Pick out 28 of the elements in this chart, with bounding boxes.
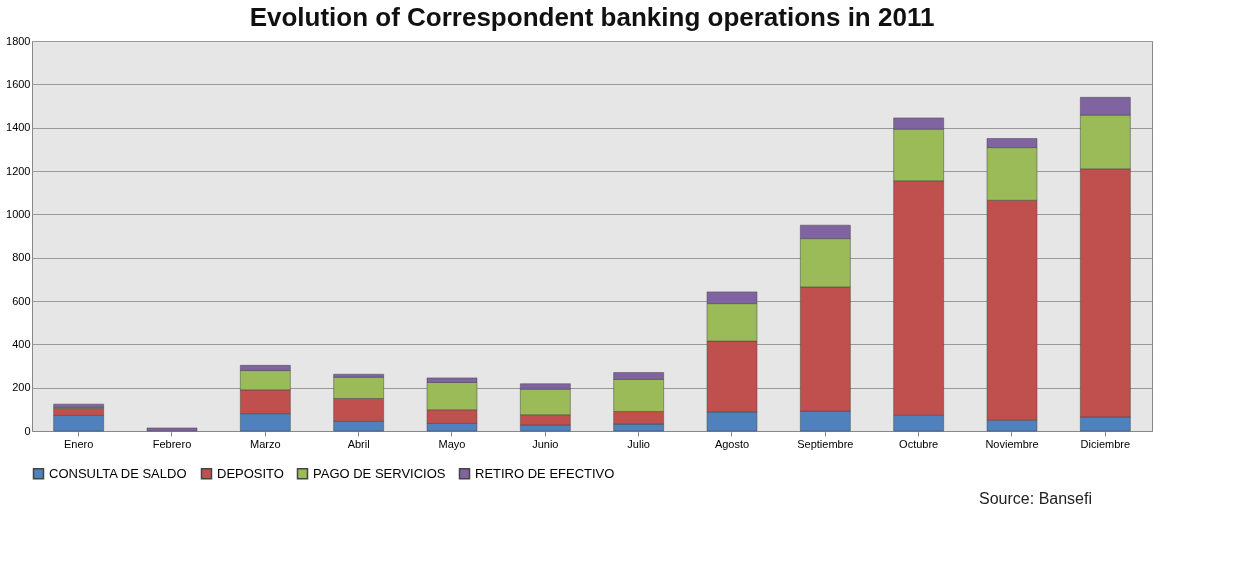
x-tick-label: Junio: [532, 437, 559, 450]
x-tick-label: Diciembre: [1080, 437, 1131, 450]
y-tick-label: 200: [12, 381, 31, 394]
x-tick-label: Julio: [627, 437, 650, 450]
x-tick-label: Abril: [347, 437, 370, 450]
x-tick-label: Agosto: [714, 437, 750, 450]
y-tick-label: 1200: [6, 164, 31, 177]
chart-title: Evolution of Correspondent banking operations in 2011: [249, 2, 935, 32]
y-tick-label: 1400: [6, 121, 31, 134]
x-tick-label: Mayo: [438, 437, 466, 450]
y-tick-label: 1600: [6, 77, 31, 90]
x-tick-label: Noviembre: [985, 437, 1039, 450]
legend-label: CONSULTA DE SALDO: [49, 465, 187, 481]
y-tick-label: 1800: [6, 34, 31, 47]
x-tick-label: Febrero: [152, 437, 192, 450]
source-note: Source: Bansefi: [979, 490, 1092, 507]
x-tick-label: Septiembre: [797, 437, 854, 450]
y-tick-label: 600: [12, 294, 31, 307]
legend-label: DEPOSITO: [217, 465, 284, 481]
y-tick-label: 1000: [6, 207, 31, 220]
x-tick-label: Enero: [63, 437, 94, 450]
x-tick-label: Marzo: [250, 437, 281, 450]
x-tick-label: Octubre: [899, 437, 939, 450]
legend-label: PAGO DE SERVICIOS: [313, 465, 446, 481]
legend-label: RETIRO DE EFECTIVO: [475, 465, 615, 481]
y-tick-label: 800: [12, 251, 31, 264]
y-tick-label: 0: [24, 424, 31, 437]
y-tick-label: 400: [12, 337, 31, 350]
